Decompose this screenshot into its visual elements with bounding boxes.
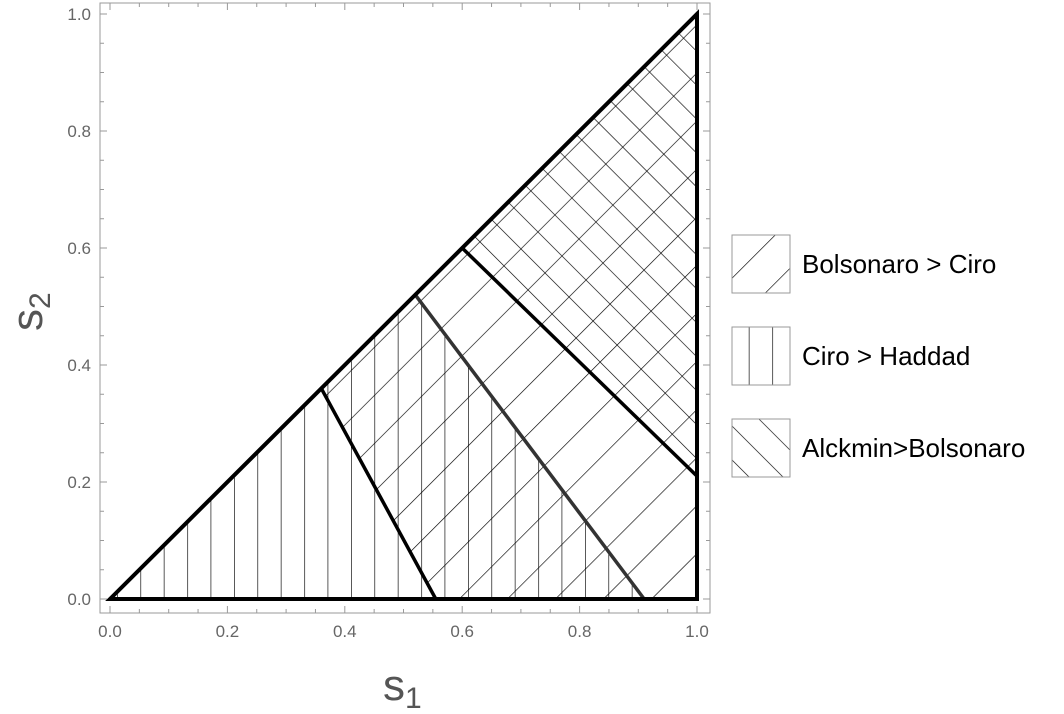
boundary-lines xyxy=(105,9,699,601)
x-axis-title-subscript: 1 xyxy=(405,682,422,714)
x-tick-label: 0.4 xyxy=(333,622,357,641)
boundary-bolsonaro-ciro xyxy=(319,387,438,600)
x-tick-label: 0.2 xyxy=(216,622,240,641)
x-tick-label: 0.8 xyxy=(568,622,592,641)
x-tick-label: 0.6 xyxy=(450,622,474,641)
boundary-ciro-haddad xyxy=(413,293,646,601)
legend-label-bolsonaro-ciro: Bolsonaro > Ciro xyxy=(802,249,996,279)
y-tick-label: 0.0 xyxy=(67,590,91,609)
y-tick-label: 0.2 xyxy=(67,473,91,492)
y-tick-label: 0.6 xyxy=(67,239,91,258)
legend: Bolsonaro > Ciro Ciro > Haddad Alckmin>Bol… xyxy=(731,234,1025,478)
legend-label-ciro-haddad: Ciro > Haddad xyxy=(802,341,970,371)
legend-swatch-bolsonaro-ciro xyxy=(731,234,791,294)
axis-ticks: 0.0 0.2 0.4 0.6 0.8 1.0 0.0 0.2 0.4 0.6 0.8 1.0 xyxy=(67,3,710,641)
y-tick-label: 0.4 xyxy=(67,356,91,375)
legend-swatch-alckmin-bolsonaro xyxy=(731,418,791,478)
y-tick-label: 1.0 xyxy=(67,5,91,24)
y-tick-label: 0.8 xyxy=(67,122,91,141)
x-axis-title: s1 xyxy=(383,661,422,714)
legend-swatch-ciro-haddad xyxy=(731,326,791,386)
x-tick-label: 1.0 xyxy=(685,622,709,641)
hatched-regions xyxy=(110,14,697,599)
x-tick-label: 0.0 xyxy=(98,622,122,641)
region-alckmin-bolsonaro xyxy=(462,14,697,477)
y-axis-title: s2 xyxy=(3,292,57,331)
domain-outline xyxy=(105,9,699,601)
boundary-alckmin-bolsonaro xyxy=(460,246,699,478)
y-axis-title-subscript: 2 xyxy=(24,292,57,309)
legend-label-alckmin-bolsonaro: Alckmin>Bolsonaro xyxy=(802,433,1025,463)
y-axis-title-main: s xyxy=(3,309,52,331)
plot-area: 0.0 0.2 0.4 0.6 0.8 1.0 0.0 0.2 0.4 0.6 0.8 1.0 xyxy=(67,2,711,641)
x-axis-title-main: s xyxy=(383,661,405,710)
region-ciro-haddad xyxy=(110,294,645,599)
